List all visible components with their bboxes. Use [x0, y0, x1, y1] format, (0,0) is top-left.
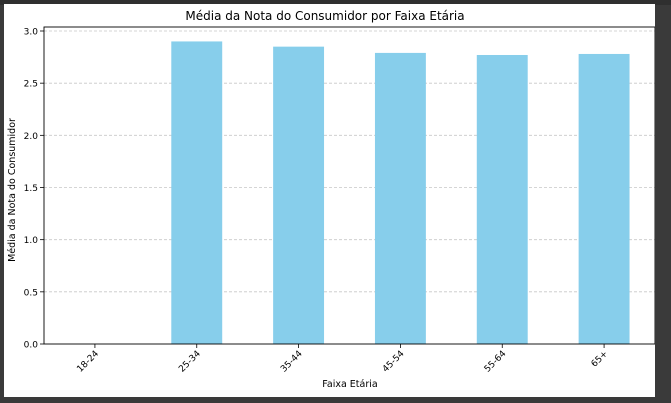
bar	[171, 41, 223, 344]
chart-figure: Média da Nota do Consumidor por Faixa Et…	[4, 4, 656, 397]
axis-layer: 0.0 0.5 1.0 1.5 2.0 2.5 3.0 18-24 25-34 35-44 45-5…	[24, 26, 656, 375]
top-strip	[0, 0, 671, 5]
x-tick-label: 45-54	[381, 349, 407, 375]
bar-layer	[171, 41, 630, 345]
y-tick-label: 2.5	[24, 80, 38, 90]
x-tick-label: 55-64	[483, 349, 509, 375]
grid-layer	[44, 30, 655, 293]
chart-title: Média da Nota do Consumidor por Faixa Et…	[185, 9, 464, 23]
x-tick-label: 25-34	[177, 349, 203, 375]
x-tick-label: 35-44	[279, 349, 305, 375]
bar	[374, 52, 426, 344]
bar-chart: Média da Nota do Consumidor por Faixa Et…	[7, 9, 656, 390]
y-tick-label: 3.0	[24, 28, 39, 38]
bar	[476, 54, 528, 344]
y-tick-label: 0.5	[24, 288, 38, 298]
plot-frame	[43, 26, 656, 345]
x-tick-label: 65+	[590, 349, 611, 370]
y-axis-label: Média da Nota do Consumidor	[7, 118, 18, 262]
x-axis-label: Faixa Etária	[322, 379, 377, 390]
y-tick-label: 1.5	[24, 184, 38, 194]
bar	[578, 53, 630, 344]
y-tick-label: 1.0	[24, 236, 39, 246]
y-tick-label: 2.0	[24, 132, 39, 142]
x-tick-label: 18-24	[75, 349, 101, 375]
y-tick-label: 0.0	[24, 341, 39, 351]
bar	[273, 46, 325, 345]
